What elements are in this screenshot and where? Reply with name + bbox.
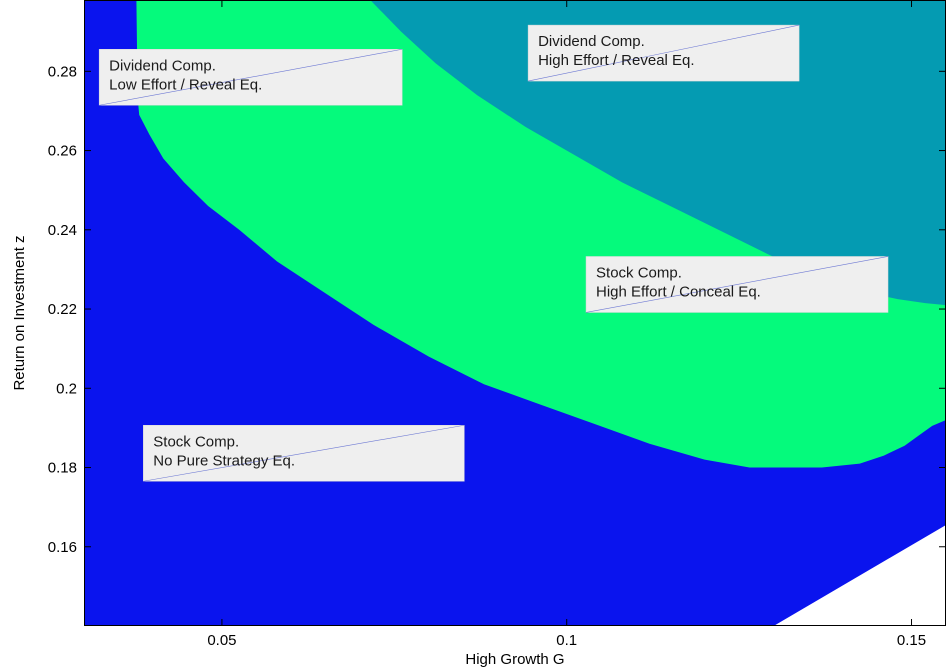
- annotation-diagonal: [528, 24, 800, 82]
- annotations-layer: Dividend Comp.Low Effort / Reveal Eq.Div…: [98, 24, 889, 482]
- annotation-dividend-high-effort: Dividend Comp. High Effort / Reveal Eq.: [527, 24, 800, 82]
- annotation-stock-no-pure: Stock Comp. No Pure Strategy Eq.: [143, 424, 465, 482]
- x-tick-label: 0.15: [897, 632, 926, 649]
- y-tick-label: 0.26: [48, 143, 77, 160]
- plot-area: [84, 0, 946, 626]
- regions-layer: [136, 0, 946, 626]
- annotation-line: Dividend Comp.: [109, 57, 216, 74]
- annotation-dividend-low-effort: Dividend Comp. Low Effort / Reveal Eq.: [98, 48, 403, 106]
- y-axis-ticks: 0.16 0.18 0.2 0.22 0.24 0.26 0.28: [48, 63, 946, 556]
- annotation-stock-high-effort: Stock Comp. High Effort / Conceal Eq.: [585, 256, 889, 313]
- y-tick-label: 0.28: [48, 63, 77, 80]
- x-tick-label: 0.1: [556, 632, 577, 649]
- annotation-line: No Pure Strategy Eq.: [153, 452, 295, 469]
- annotation-line: High Effort / Reveal Eq.: [538, 52, 694, 69]
- annotation-line: Dividend Comp.: [538, 33, 645, 50]
- annotation-line: High Effort / Conceal Eq.: [596, 283, 761, 300]
- y-axis-label: Return on Investment z: [11, 235, 28, 390]
- y-tick-label: 0.18: [48, 460, 77, 477]
- annotation-diagonal: [99, 48, 403, 106]
- x-axis-ticks: 0.05 0.1 0.15: [207, 0, 926, 649]
- annotation-line: Low Effort / Reveal Eq.: [109, 76, 262, 93]
- x-axis-label: High Growth G: [465, 651, 564, 668]
- annotation-diagonal: [585, 256, 889, 313]
- y-tick-label: 0.22: [48, 301, 77, 318]
- x-tick-label: 0.05: [207, 632, 236, 649]
- region-undefined-corner: [773, 525, 946, 626]
- annotation-diagonal: [143, 424, 465, 482]
- y-tick-label: 0.2: [56, 380, 77, 397]
- y-tick-label: 0.16: [48, 539, 77, 556]
- region-dividend-high-effort-reveal: [370, 0, 946, 306]
- annotation-line: Stock Comp.: [596, 264, 682, 281]
- annotation-line: Stock Comp.: [153, 433, 239, 450]
- y-tick-label: 0.24: [48, 222, 77, 239]
- plot-frame: [84, 0, 946, 626]
